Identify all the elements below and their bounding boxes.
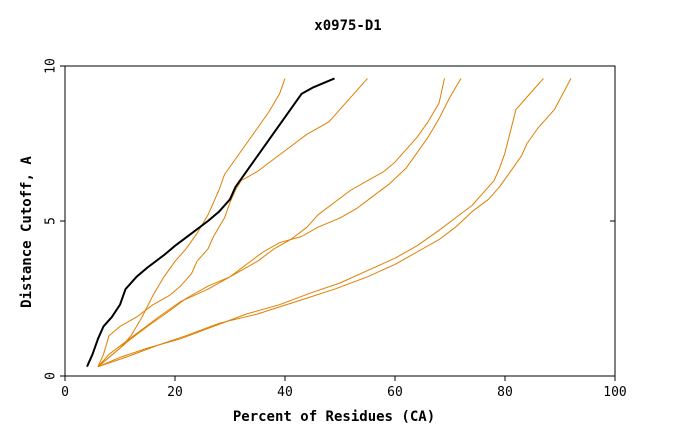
x-tick-label: 40 bbox=[277, 385, 293, 400]
x-tick-label: 20 bbox=[167, 385, 183, 400]
series-layer bbox=[86, 77, 572, 368]
y-tick-label: 10 bbox=[44, 58, 59, 74]
series-line-6 bbox=[97, 78, 572, 368]
x-tick-label: 60 bbox=[387, 385, 403, 400]
series-line-4 bbox=[97, 78, 462, 368]
series-line-5 bbox=[97, 78, 544, 368]
y-axis-label: Distance Cutoff, A bbox=[19, 156, 35, 308]
series-line-highlight bbox=[86, 77, 335, 368]
chart-title: x0975-D1 bbox=[314, 18, 381, 34]
tick-layer: 0 20 40 60 80 100 0 5 10 bbox=[44, 58, 627, 400]
plot-frame bbox=[64, 65, 616, 377]
x-tick-label: 80 bbox=[497, 385, 513, 400]
x-tick-label: 0 bbox=[61, 385, 69, 400]
y-tick-label: 5 bbox=[44, 217, 59, 225]
series-line-2 bbox=[97, 78, 368, 367]
x-axis-label: Percent of Residues (CA) bbox=[233, 409, 435, 425]
y-tick-label: 0 bbox=[44, 372, 59, 380]
x-tick-label: 100 bbox=[603, 385, 626, 400]
series-line-3 bbox=[97, 78, 445, 368]
